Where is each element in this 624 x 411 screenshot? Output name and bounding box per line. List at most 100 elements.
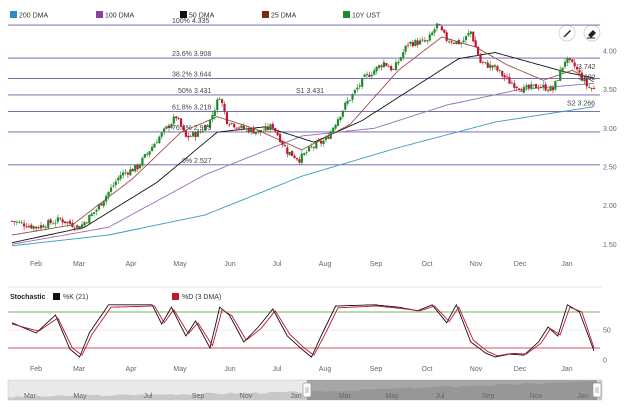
- candle: [49, 217, 52, 225]
- candle: [199, 129, 202, 134]
- candle: [278, 131, 282, 144]
- candle: [189, 134, 192, 137]
- stoch-x-tick: Jan: [561, 366, 572, 373]
- candle: [276, 130, 279, 137]
- candle: [537, 84, 540, 91]
- y-tick-label: 2.00: [603, 203, 617, 210]
- navigator-label: Jul: [436, 393, 445, 400]
- ma100-line: [11, 82, 595, 245]
- candle: [544, 81, 547, 92]
- candle: [380, 63, 383, 71]
- support-label: S2 3.266: [567, 101, 595, 108]
- candle: [271, 121, 274, 131]
- candle: [382, 59, 386, 69]
- candle: [455, 40, 458, 45]
- candle: [93, 212, 96, 217]
- candle: [51, 220, 55, 225]
- navigator-handle[interactable]: [592, 382, 602, 398]
- candle: [44, 224, 47, 231]
- candle: [556, 79, 559, 82]
- candle: [242, 123, 245, 130]
- candle: [83, 221, 86, 228]
- candle: [262, 128, 265, 133]
- pencil-icon[interactable]: [558, 24, 576, 42]
- candle: [324, 134, 328, 143]
- candle: [218, 96, 221, 101]
- candle: [426, 39, 429, 45]
- eraser-icon[interactable]: [583, 24, 601, 42]
- k-legend-label: %K (21): [63, 294, 88, 301]
- candle: [291, 150, 294, 157]
- candle: [269, 123, 272, 134]
- candle: [320, 138, 323, 147]
- candle: [373, 67, 376, 76]
- handle-grip-icon[interactable]: [302, 382, 312, 398]
- handle-grip-icon[interactable]: [592, 382, 602, 398]
- candle: [341, 110, 344, 120]
- candle: [310, 143, 313, 149]
- navigator-label: Sep: [192, 393, 205, 400]
- candle: [452, 41, 456, 45]
- candle: [402, 49, 405, 61]
- candle: [472, 31, 475, 43]
- navigator-selection[interactable]: [307, 380, 597, 400]
- ma50-line: [11, 52, 595, 244]
- candle: [233, 123, 236, 129]
- navigator-label: May: [385, 393, 399, 400]
- candle: [527, 83, 530, 91]
- candle: [356, 84, 359, 93]
- candle: [68, 218, 72, 226]
- candle: [300, 150, 303, 166]
- navigator-label: May: [73, 393, 87, 400]
- candle: [363, 73, 366, 78]
- stoch-x-tick: May: [173, 366, 187, 373]
- candle: [551, 85, 555, 94]
- candle: [107, 191, 110, 200]
- candle: [406, 42, 410, 49]
- candle: [431, 30, 434, 36]
- candle: [438, 23, 441, 26]
- range-navigator[interactable]: Mar May Jul Sep Nov Jan Mar May Jul Sep Nov Jan: [7, 379, 603, 401]
- candle: [368, 71, 371, 78]
- candle: [503, 73, 506, 81]
- candle: [64, 221, 67, 225]
- candle: [129, 166, 132, 176]
- candle: [435, 23, 439, 32]
- candle: [469, 31, 472, 38]
- candle: [138, 162, 142, 170]
- candle: [327, 133, 330, 140]
- candle: [27, 223, 31, 229]
- navigator-label: Nov: [530, 393, 543, 400]
- candle: [196, 128, 200, 138]
- candle: [109, 183, 113, 195]
- candle: [315, 140, 318, 150]
- candle: [575, 63, 579, 72]
- candle: [534, 83, 538, 89]
- navigator-handle[interactable]: [302, 382, 312, 398]
- candle: [549, 84, 552, 92]
- legend-item: 50 DMA: [180, 11, 215, 20]
- stochastic-legend: Stochastic %K (21) %D (3 DMA): [10, 293, 221, 301]
- candle: [307, 145, 311, 152]
- navigator-label: Jul: [144, 393, 153, 400]
- d-legend-label: %D (3 DMA): [182, 294, 221, 301]
- candle: [583, 75, 586, 85]
- candle: [170, 122, 173, 129]
- stoch-x-tick: Feb: [30, 366, 42, 373]
- candle: [554, 80, 557, 92]
- candle: [496, 65, 499, 73]
- candle: [588, 83, 591, 89]
- candle: [585, 77, 588, 90]
- y-tick-label: 3.00: [603, 126, 617, 133]
- y-tick-label: 2.50: [603, 164, 617, 171]
- candle: [498, 69, 501, 74]
- stoch-x-tick: Nov: [470, 366, 483, 373]
- candle: [288, 151, 291, 156]
- candle: [213, 107, 216, 120]
- k-line: [11, 303, 595, 358]
- candle: [237, 125, 241, 131]
- candle: [312, 145, 315, 151]
- legend-swatch: [180, 11, 187, 18]
- candle: [90, 212, 93, 217]
- candle: [10, 220, 14, 223]
